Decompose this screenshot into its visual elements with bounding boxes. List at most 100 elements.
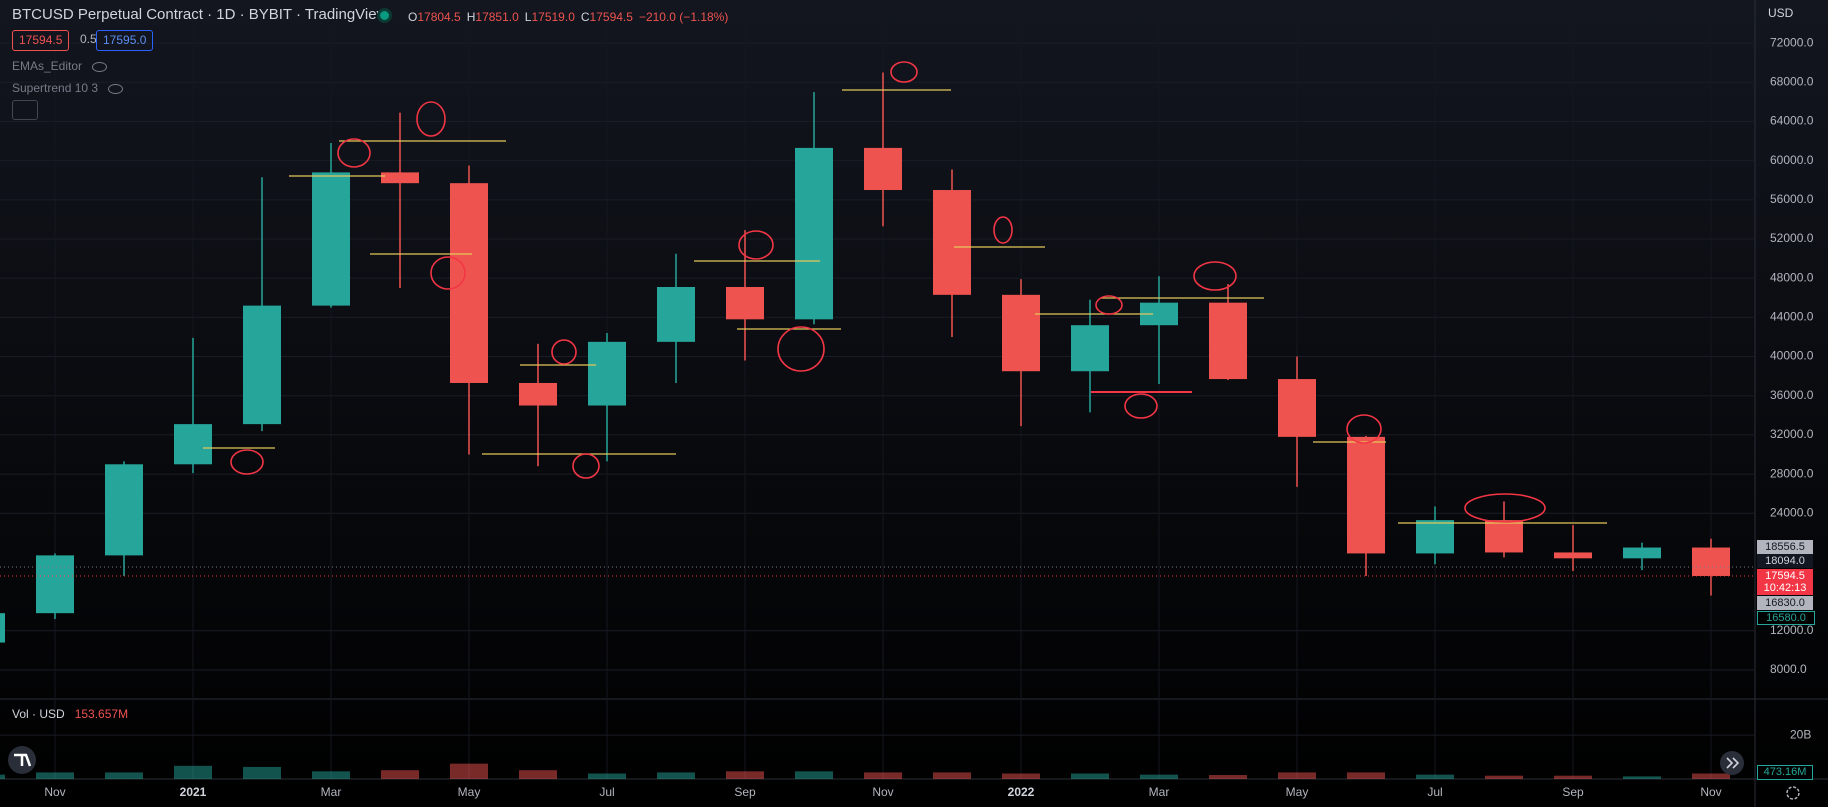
volume-bar [657,772,695,779]
volume-legend: Vol · USD 153.657M [12,707,128,721]
logo-glyph [14,753,32,767]
annotations [203,61,1607,524]
x-tick-label: Nov [44,785,65,799]
volume-bar [0,774,5,779]
volume-bar [726,771,764,779]
candle-body [1692,547,1730,577]
volume-bar [933,772,971,779]
x-tick-label: 2021 [180,785,207,799]
price-change: −210.0 (−1.18%) [638,10,729,24]
ohlc-value: 17519.0 [531,10,575,24]
y-tick-label: 60000.0 [1770,153,1814,167]
volume-bar [1347,772,1385,779]
candle-body [36,555,74,614]
candle-body [1347,436,1385,554]
candle-body [1140,302,1178,326]
circle-mark [416,101,446,137]
collapse-button[interactable] [12,100,38,120]
volume-bar [312,771,350,779]
candle-body [1554,552,1592,559]
y-tick-label: 72000.0 [1770,35,1814,49]
y-tick-label: 52000.0 [1770,231,1814,245]
price-badge: 10:42:13 [1757,581,1813,595]
axes: 8000.0 12000.0 24000.0 28000.0 32000.0 36000.… [44,35,1813,799]
candle-body [1485,520,1523,553]
chart-title: BTCUSD Perpetual Contract · 1D · BYBIT ·… [12,6,388,23]
volume-bar [243,766,281,779]
y-tick-label: 36000.0 [1770,388,1814,402]
volume-pane [0,763,1730,779]
volume-bar [1416,774,1454,779]
x-tick-label: Nov [1700,785,1721,799]
candle-body [726,286,764,320]
y-tick-label: 56000.0 [1770,192,1814,206]
candle-body [1416,520,1454,554]
candle-body [243,305,281,425]
sell-button[interactable]: 17594.5 [12,30,70,51]
price-badge: 18094.0 [1757,554,1813,568]
candle-body [1071,325,1109,372]
volume-bar [36,772,74,779]
y-tick-label: 64000.0 [1770,114,1814,128]
volume-bar [1485,775,1523,779]
price-badge: 18556.5 [1757,540,1813,554]
candle-body [588,341,626,406]
circle-marks [230,61,1546,523]
x-tick-label: Nov [872,785,893,799]
volume-bar [795,771,833,779]
volume-bar [1554,775,1592,779]
circle-mark [1464,493,1546,523]
scroll-glyph [1726,757,1740,769]
candle-body [450,183,488,383]
ohlc-value: 17594.5 [589,10,633,24]
visibility-icon[interactable] [92,61,108,72]
currency[interactable]: USD [1768,6,1794,20]
ohlc-value: 17804.5 [417,10,461,24]
x-tick-label: Jul [599,785,614,799]
settings-button[interactable] [1786,786,1800,800]
y-tick-label: 44000.0 [1770,310,1814,324]
candle-body [174,424,212,465]
volume-bar [1140,774,1178,779]
x-tick-label: May [1286,785,1309,799]
circle-mark [777,326,825,372]
volume-bar [1209,775,1247,779]
y-tick-label: 68000.0 [1770,74,1814,88]
volume-bar [1002,773,1040,779]
y-tick-label: 28000.0 [1770,466,1814,480]
circle-mark [738,230,774,260]
candle-body [657,286,695,342]
candle-body [105,464,143,556]
x-tick-label: 2022 [1008,785,1035,799]
circle-mark [890,61,918,83]
visibility-icon[interactable] [108,83,124,94]
y-tick-label: 40000.0 [1770,349,1814,363]
y-tick-label: 20B [1790,727,1811,741]
volume-bar [864,772,902,779]
price-badge: 17594.5 [1757,569,1813,583]
circle-mark [230,449,264,475]
volume-badge: 473.16M [1757,765,1813,780]
volume-bar [450,763,488,779]
y-tick-label: 8000.0 [1770,662,1807,676]
volume-last: 153.657M [74,707,129,721]
y-tick-label: 12000.0 [1770,623,1814,637]
circle-mark [551,339,577,365]
candle-body [312,172,350,306]
indicator[interactable]: EMAs_Editor [12,59,108,73]
circle-mark [430,256,466,290]
market-status [380,11,389,20]
indicator[interactable]: Supertrend 10 3 [12,81,124,95]
candle-body [1278,379,1316,437]
volume-bar [381,770,419,779]
circle-mark [1193,261,1237,291]
volume-bar [588,773,626,779]
buy-button[interactable]: 17595.0 [96,30,154,51]
candle-body [864,147,902,191]
x-tick-label: Sep [734,785,756,799]
candle-body [1209,302,1247,380]
y-tick-label: 48000.0 [1770,270,1814,284]
volume-bar [1623,776,1661,779]
